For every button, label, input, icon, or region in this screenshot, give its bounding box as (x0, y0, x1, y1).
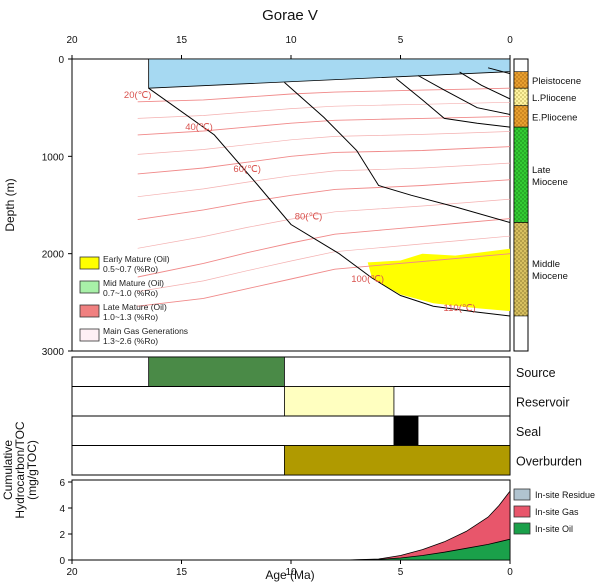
burial-curve (417, 75, 511, 115)
hc-axis-label-line: Cumulative (1, 440, 15, 500)
epoch-band (513, 222, 529, 317)
epoch-band (513, 126, 529, 223)
epoch-band (513, 71, 529, 89)
bottom-x-tick-label: 20 (66, 567, 78, 578)
event-label-overburden: Overburden (516, 454, 582, 468)
event-label-seal: Seal (516, 425, 541, 439)
hc-legend-swatch (513, 522, 531, 535)
top-x-tick-label: 20 (66, 35, 78, 46)
burial-curve (459, 71, 511, 100)
depth-tick-label: 2000 (42, 250, 65, 261)
legend-swatch (79, 256, 100, 270)
legend-swatch (79, 304, 100, 318)
depth-tick-label: 0 (58, 55, 64, 66)
burial-curve (148, 87, 511, 317)
hc-y-tick-label: 4 (59, 504, 65, 515)
isotherm-line (137, 115, 511, 136)
top-x-tick-label: 0 (507, 35, 513, 46)
epoch-label: Pleistocene (532, 76, 581, 87)
chart-title: Gorae V (262, 7, 318, 24)
event-bar-overburden (284, 445, 511, 476)
epoch-label: Miocene (532, 177, 568, 188)
legend-range: 0.7~1.0 (%Ro) (103, 288, 158, 298)
event-label-source: Source (516, 366, 556, 380)
isotherm-label: 100(℃) (351, 274, 384, 285)
epoch-band (513, 105, 529, 128)
age-axis-label: Age (Ma) (265, 568, 314, 582)
bottom-x-tick-label: 0 (507, 567, 513, 578)
isotherm-line-minor (137, 235, 511, 292)
hc-legend-label: In-site Residue (535, 490, 595, 500)
hc-axis-label-line: Hydrocarbon/TOC (13, 421, 27, 518)
isotherm-line-minor (137, 162, 511, 198)
isotherm-line (137, 218, 511, 278)
hc-legend-label: In-site Oil (535, 524, 573, 534)
hc-legend-swatch (513, 488, 531, 501)
isotherm-label: 20(℃) (124, 90, 152, 101)
legend-label: Mid Mature (Oil) (103, 278, 164, 288)
legend-label: Early Mature (Oil) (103, 254, 170, 264)
burial-curve (395, 78, 511, 128)
area-in-site-oil (345, 538, 511, 561)
legend-swatch (79, 280, 100, 294)
isotherm-line-minor (137, 131, 511, 155)
bottom-x-tick-label: 5 (398, 567, 404, 578)
event-row-frame (71, 356, 511, 387)
event-bar-seal (393, 415, 419, 446)
isotherm-label: 110(℃) (444, 303, 476, 314)
event-bar-source (148, 356, 285, 387)
legend-range: 1.3~2.6 (%Ro) (103, 336, 158, 346)
hc-y-tick-label: 2 (59, 530, 65, 541)
burial-curve (284, 82, 511, 223)
depth-axis-label: Depth (m) (3, 178, 17, 231)
surface-water-layer (148, 58, 511, 89)
hc-y-tick-label: 0 (59, 556, 65, 567)
isotherm-label: 60(℃) (233, 164, 261, 175)
bottom-x-tick-label: 10 (285, 567, 297, 578)
legend-label: Late Mature (Oil) (103, 302, 167, 312)
burial-curve (487, 67, 511, 75)
event-row-frame (71, 415, 511, 446)
legend-label: Main Gas Generations (103, 326, 188, 336)
legend-swatch (79, 328, 100, 342)
depth-tick-label: 3000 (42, 347, 65, 358)
legend-range: 1.0~1.3 (%Ro) (103, 312, 158, 322)
isotherm-label: 80(℃) (295, 212, 323, 223)
epoch-label: Miocene (532, 271, 568, 282)
isotherm-line (137, 146, 511, 175)
legend-range: 0.5~0.7 (%Ro) (103, 264, 158, 274)
maturity-zone-early (367, 248, 510, 312)
epoch-label: E.Pliocene (532, 112, 577, 123)
top-x-tick-label: 5 (398, 35, 404, 46)
epoch-band (513, 87, 529, 107)
isotherm-line-minor (137, 101, 511, 119)
isotherm-line (137, 179, 511, 221)
bottom-x-tick-label: 15 (176, 567, 188, 578)
event-bar-reservoir (284, 386, 395, 417)
hc-legend-label: In-site Gas (535, 507, 579, 517)
isotherm-line-minor (137, 198, 511, 249)
epoch-label: Late (532, 165, 551, 176)
isotherm-line (137, 253, 511, 307)
top-x-tick-label: 15 (176, 35, 188, 46)
hc-legend-swatch (513, 505, 531, 518)
top-x-tick-label: 10 (285, 35, 297, 46)
epoch-label: Middle (532, 259, 560, 270)
depth-tick-label: 1000 (42, 152, 65, 163)
hc-y-tick-label: 6 (59, 478, 65, 489)
isotherm-line (137, 87, 511, 103)
hc-axis-label-line: (mg/gTOC) (25, 440, 39, 500)
isotherm-label: 40(℃) (185, 122, 213, 133)
epoch-label: L.Pliocene (532, 93, 576, 104)
event-label-reservoir: Reservoir (516, 395, 570, 409)
